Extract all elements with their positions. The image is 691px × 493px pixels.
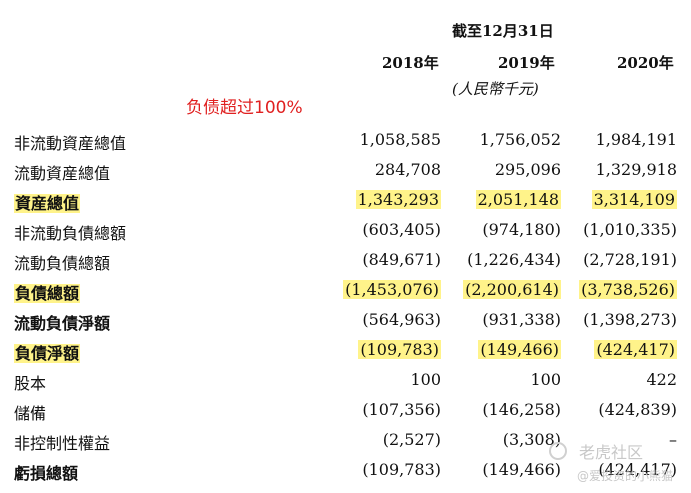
watermark-brand: 老虎社区: [578, 443, 643, 462]
cell-2020: 1,984,191: [595, 130, 677, 149]
period-label: 截至12月31日: [452, 22, 554, 40]
cell-2020: (424,839): [598, 400, 677, 419]
cell-2018: (2,527): [382, 430, 441, 449]
cell-2019: 2,051,148: [475, 190, 561, 209]
row-label: 流動負債淨額: [14, 314, 111, 333]
table-row: 非流動負債總額 (603,405) (974,180) (1,010,335): [0, 216, 691, 246]
cell-2018: (1,453,076): [343, 280, 441, 299]
cell-2018: (107,356): [362, 400, 441, 419]
cell-2020: (424,417): [598, 460, 677, 479]
table-row-net-liabilities: 負債淨額 (109,783) (149,466) (424,417): [0, 336, 691, 366]
cell-2020: (1,010,335): [583, 220, 677, 239]
year-2020-header: 2020年: [617, 54, 674, 72]
cell-2019: 295,096: [494, 160, 561, 179]
table-row: 非流動資産總值 1,058,585 1,756,052 1,984,191: [0, 126, 691, 156]
row-label: 虧損總額: [14, 464, 79, 483]
table-row-total-liabilities: 負債總額 (1,453,076) (2,200,614) (3,738,526): [0, 276, 691, 306]
table-row: 股本 100 100 422: [0, 366, 691, 396]
cell-2018: 1,058,585: [359, 130, 441, 149]
cell-2019: 1,756,052: [479, 130, 561, 149]
year-2018-header: 2018年: [382, 54, 439, 72]
unit-label: (人民幣千元): [452, 80, 539, 98]
cell-2019: (2,200,614): [463, 280, 561, 299]
cell-2019: (1,226,434): [467, 250, 561, 269]
cell-2019: (3,308): [502, 430, 561, 449]
cell-2018: 1,343,293: [355, 190, 441, 209]
cell-2020: (2,728,191): [583, 250, 677, 269]
cell-2018: (109,783): [362, 460, 441, 479]
row-label: 非流動負債總額: [14, 224, 127, 243]
row-label: 非控制性權益: [14, 434, 111, 453]
cell-2018: 284,708: [374, 160, 441, 179]
table-row: 流動負債淨額 (564,963) (931,338) (1,398,273): [0, 306, 691, 336]
cell-2019: (146,258): [482, 400, 561, 419]
watermark-handle: @爱投资的小熊猫: [576, 469, 673, 483]
table-row: 流動資産總值 284,708 295,096 1,329,918: [0, 156, 691, 186]
watermark-logo-icon: [549, 442, 567, 460]
cell-2018: (849,671): [362, 250, 441, 269]
table-row: 儲備 (107,356) (146,258) (424,839): [0, 396, 691, 426]
row-label: 非流動資産總值: [14, 134, 127, 153]
row-label: 儲備: [14, 404, 47, 423]
cell-2020: 3,314,109: [591, 190, 677, 209]
cell-2018: (109,783): [358, 340, 441, 359]
cell-2019: (149,466): [478, 340, 561, 359]
row-label: 負債淨額: [14, 344, 81, 363]
cell-2020: –: [669, 430, 677, 449]
cell-2019: (149,466): [482, 460, 561, 479]
table-row: 流動負債總額 (849,671) (1,226,434) (2,728,191): [0, 246, 691, 276]
cell-2019: (974,180): [482, 220, 561, 239]
year-2019-header: 2019年: [498, 54, 555, 72]
cell-2020: 422: [646, 370, 677, 389]
cell-2020: (424,417): [594, 340, 677, 359]
cell-2018: 100: [410, 370, 441, 389]
row-label: 股本: [14, 374, 47, 393]
cell-2019: 100: [530, 370, 561, 389]
cell-2019: (931,338): [482, 310, 561, 329]
cell-2018: (603,405): [362, 220, 441, 239]
row-label: 資産總值: [14, 194, 81, 213]
cell-2020: (3,738,526): [579, 280, 677, 299]
row-label: 流動資産總值: [14, 164, 111, 183]
table-row: 非控制性權益 (2,527) (3,308) –: [0, 426, 691, 456]
cell-2020: 1,329,918: [595, 160, 677, 179]
row-label: 流動負債總額: [14, 254, 111, 273]
table-row: 虧損總額 (109,783) (149,466) (424,417): [0, 456, 691, 486]
row-label: 負債總額: [14, 284, 81, 303]
cell-2020: (1,398,273): [583, 310, 677, 329]
table-row-total-assets: 資産總值 1,343,293 2,051,148 3,314,109: [0, 186, 691, 216]
red-annotation: 负债超过100%: [186, 98, 303, 118]
cell-2018: (564,963): [362, 310, 441, 329]
